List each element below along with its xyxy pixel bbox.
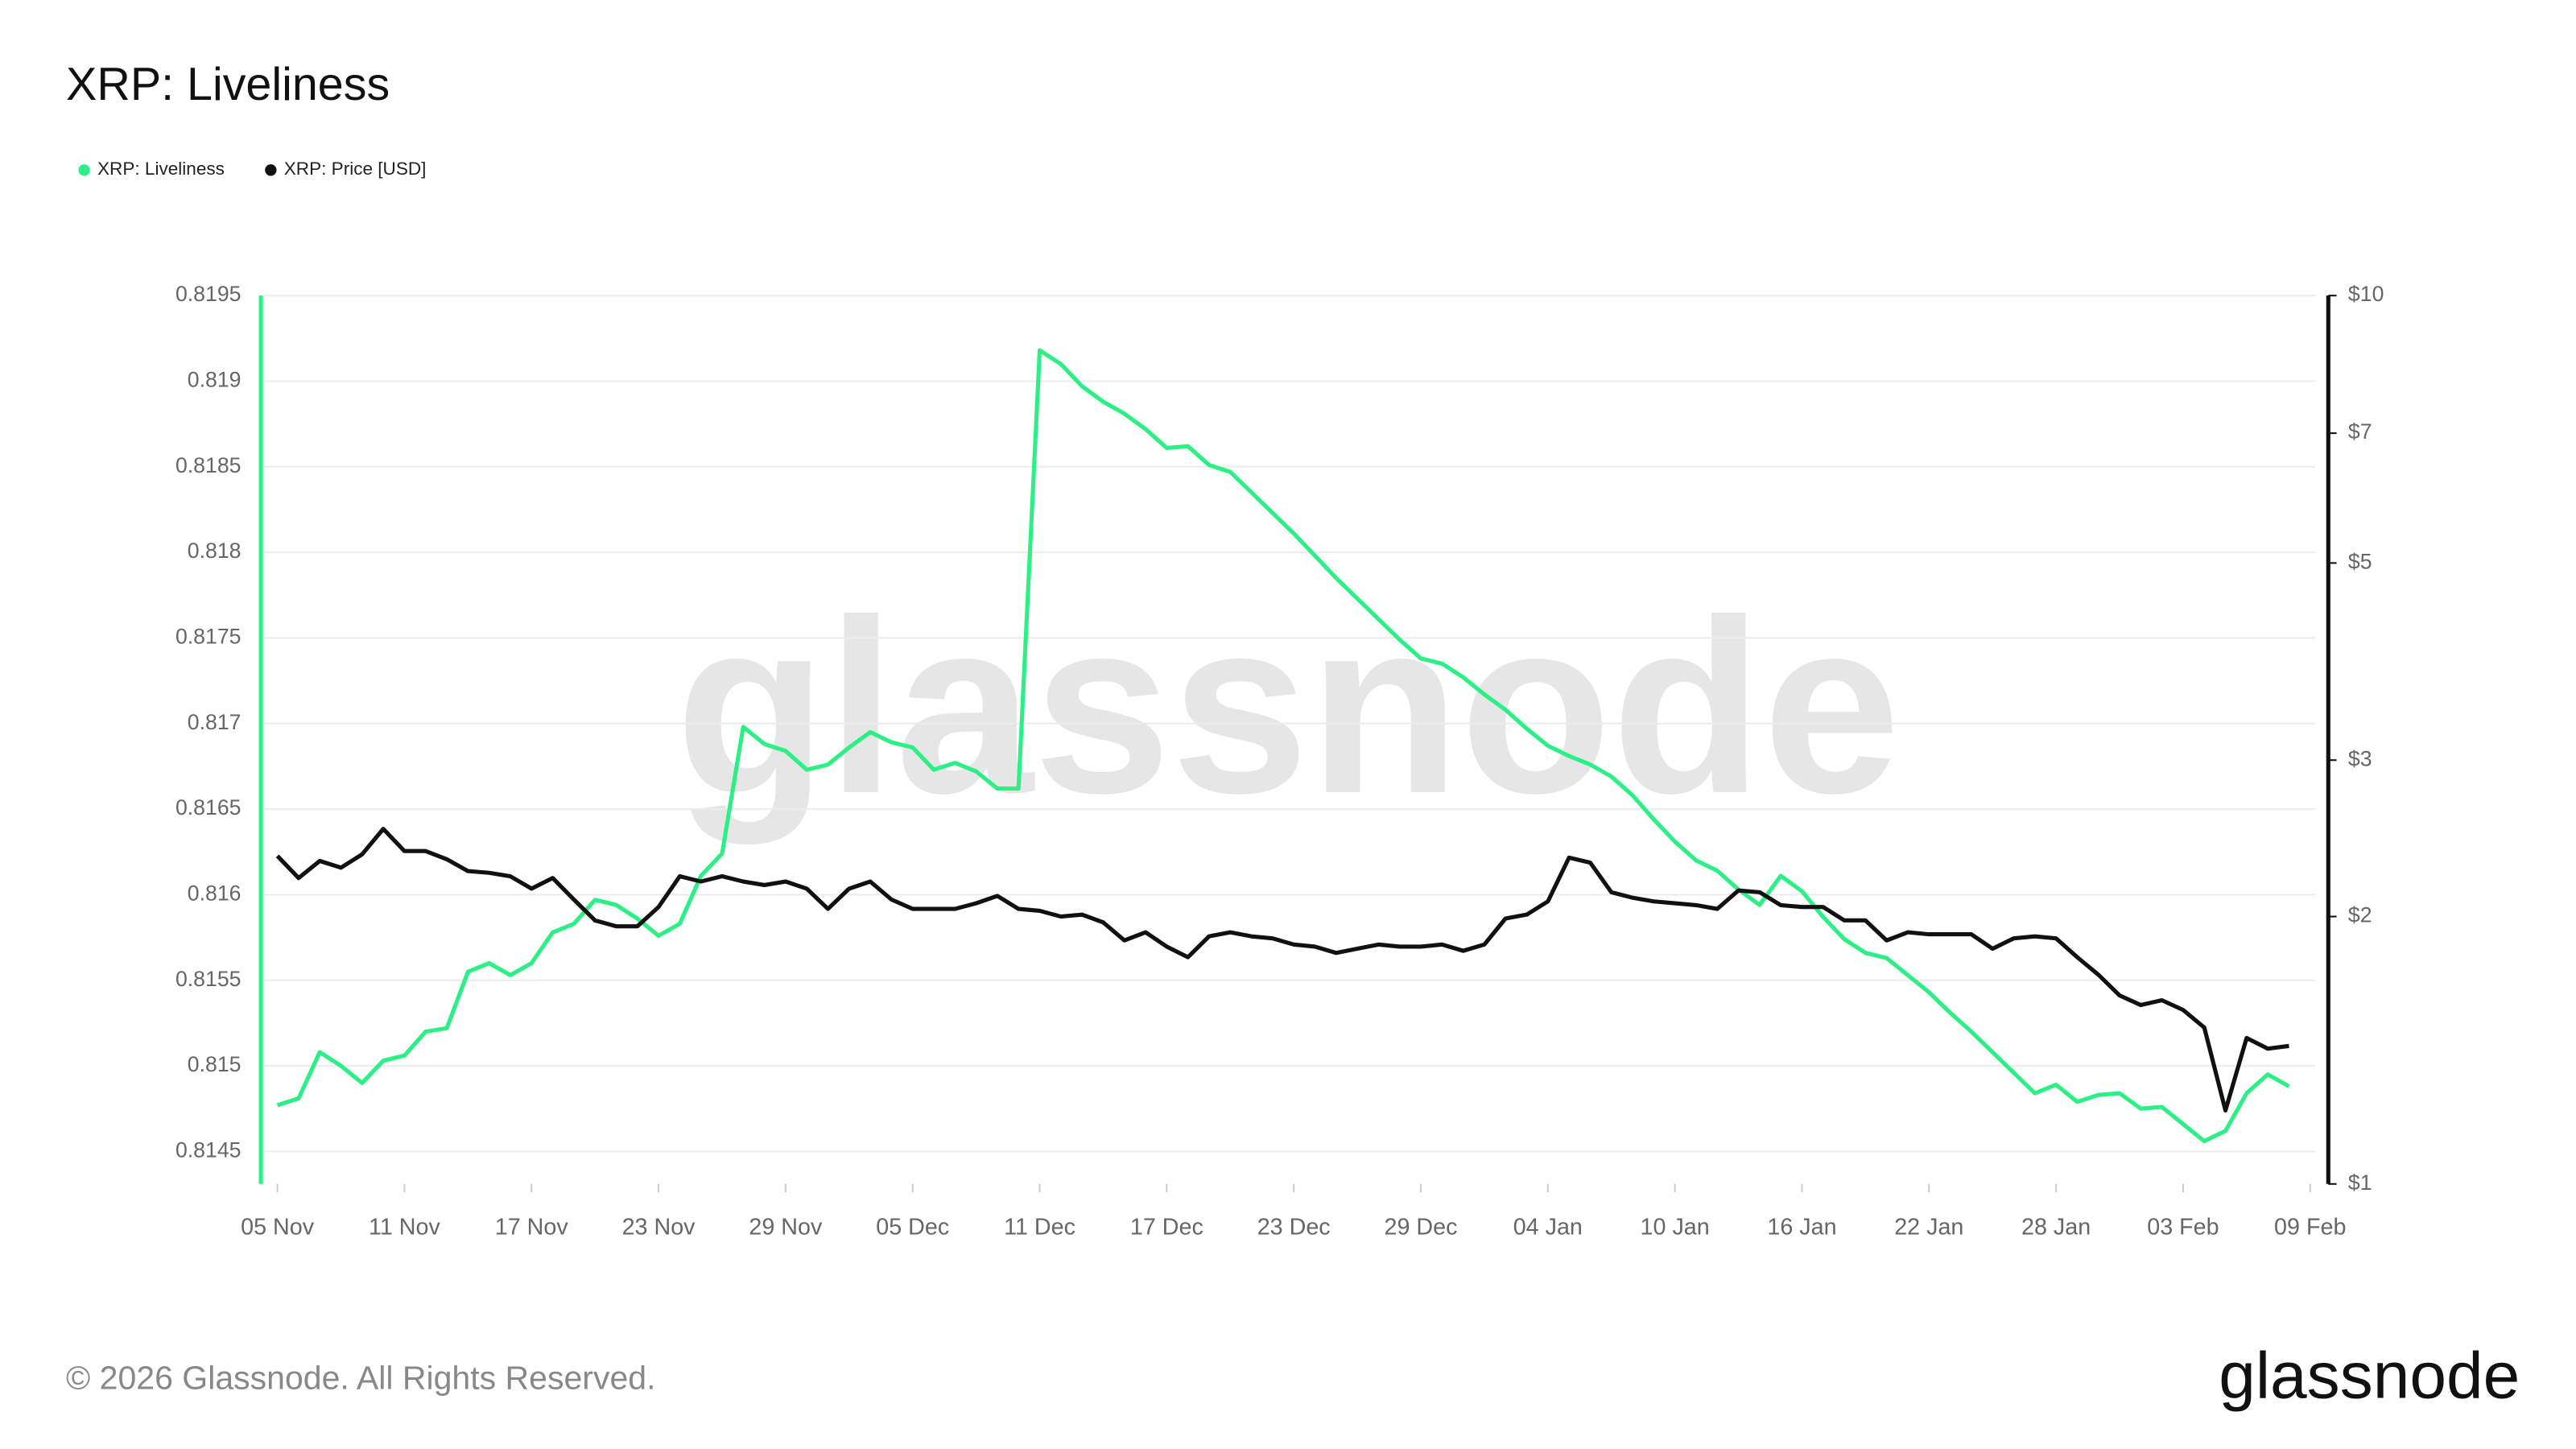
y2-tick-label: $3 — [2348, 746, 2372, 770]
copyright: © 2026 Glassnode. All Rights Reserved. — [66, 1360, 655, 1397]
legend-marker — [78, 164, 90, 176]
y-tick-label: 0.816 — [188, 881, 242, 905]
y2-tick-label: $1 — [2348, 1170, 2372, 1195]
x-tick-label: 28 Jan — [2021, 1215, 2091, 1241]
x-tick-label: 17 Nov — [495, 1215, 569, 1241]
watermark: glassnode — [675, 568, 1901, 846]
legend-label: XRP: Price [USD] — [284, 159, 427, 179]
logo: glassnode — [2219, 1340, 2520, 1413]
y-tick-label: 0.8145 — [175, 1137, 242, 1162]
y-tick-label: 0.8195 — [175, 282, 242, 306]
x-tick-label: 09 Feb — [2274, 1215, 2346, 1241]
x-tick-label: 23 Dec — [1257, 1215, 1331, 1241]
legend-label: XRP: Liveliness — [97, 159, 225, 179]
x-tick-label: 23 Nov — [622, 1215, 696, 1241]
line-series — [275, 827, 2289, 1113]
x-tick-label: 11 Nov — [369, 1215, 440, 1241]
x-tick-label: 10 Jan — [1641, 1215, 1710, 1241]
x-tick-label: 05 Nov — [241, 1215, 315, 1241]
chart-title: XRP: Liveliness — [66, 59, 390, 110]
y-tick-label: 0.819 — [188, 368, 242, 392]
x-tick-label: 29 Dec — [1385, 1215, 1458, 1241]
line-series — [276, 348, 2290, 1144]
x-tick-label: 29 Nov — [749, 1215, 823, 1241]
x-tick-label: 22 Jan — [1894, 1215, 1963, 1241]
x-tick-label: 04 Jan — [1513, 1215, 1583, 1241]
x-tick-label: 03 Feb — [2147, 1215, 2219, 1241]
y2-tick-label: $5 — [2348, 549, 2372, 573]
legend-marker — [265, 164, 277, 176]
y2-tick-label: $10 — [2348, 282, 2384, 306]
x-tick-label: 05 Dec — [876, 1215, 949, 1241]
x-tick-label: 11 Dec — [1004, 1215, 1075, 1241]
y-tick-label: 0.8165 — [175, 795, 242, 819]
x-tick-label: 17 Dec — [1130, 1215, 1203, 1241]
y-tick-label: 0.8155 — [175, 967, 242, 991]
y-tick-label: 0.818 — [188, 539, 242, 563]
y-tick-label: 0.8175 — [175, 625, 242, 649]
y2-tick-label: $2 — [2348, 903, 2372, 927]
x-tick-label: 16 Jan — [1767, 1215, 1836, 1241]
y-tick-label: 0.8185 — [175, 453, 242, 477]
y2-tick-label: $7 — [2348, 419, 2372, 444]
y-tick-label: 0.815 — [188, 1052, 242, 1076]
y-tick-label: 0.817 — [188, 710, 242, 734]
